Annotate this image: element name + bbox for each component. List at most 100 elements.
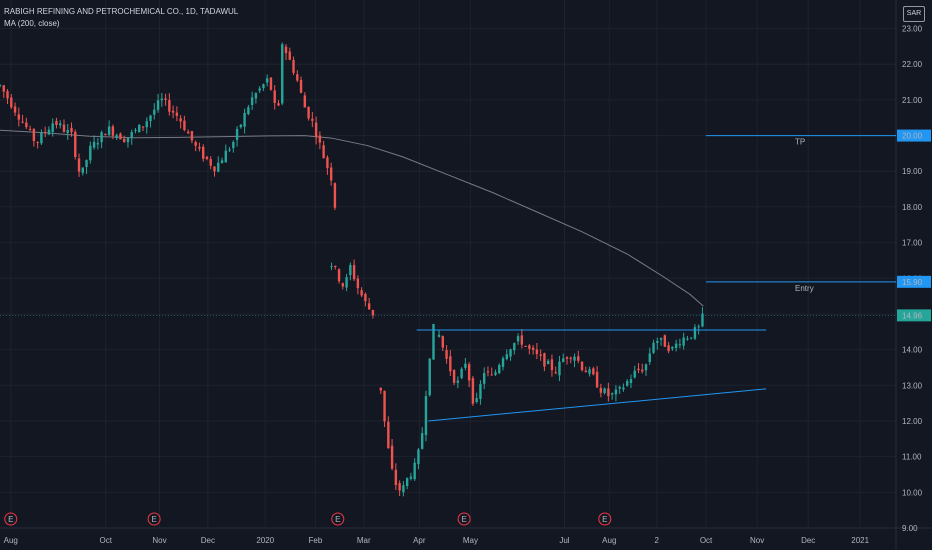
time-axis[interactable]: Aug Oct Nov Dec 2020 Feb Mar Apr May Jul Aug 2 Oct No… (4, 536, 870, 545)
candle-body (573, 356, 576, 361)
price-tag-tp (897, 129, 931, 142)
candle-body (656, 341, 659, 343)
candle-body (498, 364, 501, 374)
drawings[interactable]: TP Entry (0, 135, 896, 422)
candle-body (562, 358, 565, 362)
candle-body (686, 338, 689, 340)
candle-body (239, 124, 243, 128)
earnings-marker (147, 512, 161, 526)
candle-body (6, 91, 9, 99)
candle-body (51, 123, 54, 132)
candle-body (398, 483, 401, 491)
candle-body (648, 353, 651, 363)
candle-body (25, 122, 28, 128)
candle-body (595, 371, 599, 388)
candle-body (509, 349, 512, 357)
candle-body (269, 77, 273, 90)
y-tick-label: 22.00 (902, 60, 923, 69)
candle-body (265, 78, 269, 83)
candle-body (633, 370, 636, 378)
level-label-entry: Entry (795, 284, 814, 293)
indicator-label[interactable]: MA (200, close) (4, 19, 60, 28)
y-tick-label: 13.00 (902, 381, 923, 390)
candle-body (490, 374, 493, 376)
x-tick-label: Feb (308, 536, 322, 545)
earnings-marker-label: E (335, 515, 340, 524)
candle-body (307, 106, 310, 119)
candle-body (74, 131, 77, 157)
candle-body (546, 360, 550, 365)
y-tick-label: 9.00 (902, 524, 918, 533)
candle-body (32, 128, 36, 142)
candle-body (565, 357, 569, 359)
candle-body (77, 158, 81, 172)
candle-body (554, 372, 557, 374)
candle-body (13, 106, 17, 113)
candle-body (303, 95, 307, 108)
candle-body (160, 98, 164, 101)
currency-badge[interactable]: SAR (903, 6, 925, 22)
candle-body (149, 115, 152, 122)
earnings-marker (457, 512, 471, 526)
candle-body (89, 145, 92, 161)
candle-body (40, 132, 43, 144)
candle-body (299, 80, 303, 93)
candle-body (682, 337, 685, 346)
candle-body (220, 160, 224, 164)
x-tick-label: Aug (4, 536, 18, 545)
candle-body (618, 386, 621, 389)
x-tick-label: May (463, 536, 478, 545)
candle-body (644, 364, 648, 371)
candle-body (318, 135, 322, 143)
candle-body (232, 141, 235, 149)
price-axis[interactable]: 9.0010.0011.0012.0013.0014.0015.0016.001… (897, 25, 931, 533)
candle-body (352, 265, 356, 280)
candle-body (96, 143, 100, 145)
candle-body (475, 398, 478, 402)
candle-body (62, 124, 66, 132)
candle-body (235, 128, 239, 140)
candle-body (667, 345, 670, 352)
candle-body (539, 354, 542, 356)
y-tick-label: 10.00 (902, 488, 923, 497)
candle-body (0, 85, 2, 87)
candle-body (383, 390, 386, 422)
candle-body (138, 124, 141, 133)
candle-body (202, 146, 205, 159)
candle-body (379, 387, 382, 391)
x-tick-label: 2020 (256, 536, 274, 545)
candle-body (85, 160, 88, 167)
candle-body (663, 335, 667, 347)
x-tick-label: Jul (559, 536, 569, 545)
y-tick-label: 18.00 (902, 203, 923, 212)
candle-body (281, 44, 284, 104)
y-tick-label: 23.00 (902, 25, 923, 34)
candle-body (417, 449, 420, 465)
candle-body (528, 345, 531, 349)
x-tick-label: Oct (100, 536, 113, 545)
candle-body (441, 336, 445, 348)
earnings-marker (598, 512, 612, 526)
candle-body (296, 74, 299, 81)
candle-body (428, 358, 431, 396)
last-price-tag (897, 309, 931, 322)
candle-body (697, 326, 700, 328)
candle-body (288, 51, 291, 60)
candle-body (17, 114, 21, 120)
candle-body (250, 97, 254, 105)
candle-body (277, 103, 280, 106)
x-tick-label: Mar (357, 536, 371, 545)
symbol-title[interactable]: RABIGH REFINING AND PETROCHEMICAL CO., 1… (4, 7, 239, 16)
y-tick-label: 21.00 (902, 96, 923, 105)
candle-body (524, 345, 527, 347)
candle-body (569, 357, 572, 359)
candle-body (115, 135, 118, 138)
candle-body (652, 342, 655, 353)
candle-body (284, 46, 288, 54)
candle-body (126, 137, 130, 143)
candle-body (405, 478, 409, 487)
candle-body (329, 167, 333, 181)
candle-body (28, 128, 32, 130)
candle-body (592, 368, 595, 375)
